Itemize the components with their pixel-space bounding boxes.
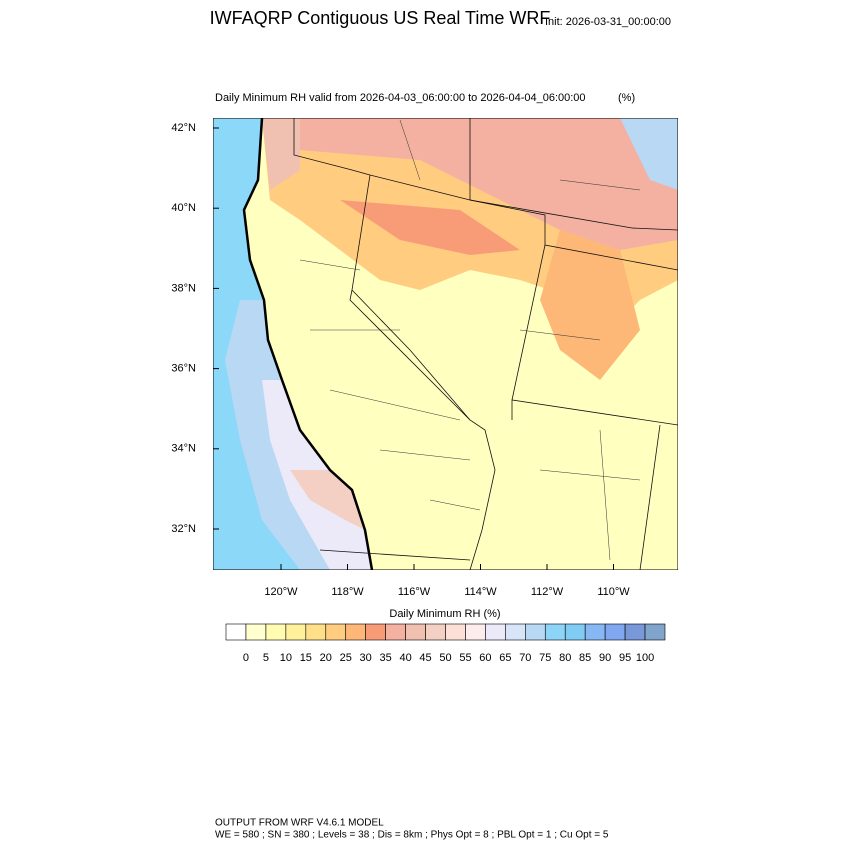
colorbar-swatch (485, 623, 506, 641)
colorbar-label: 70 (519, 652, 531, 664)
colorbar-label: 100 (636, 652, 654, 664)
colorbar-swatch (325, 623, 347, 641)
colorbar-label: 45 (419, 652, 431, 664)
colorbar-swatch (644, 623, 666, 641)
map (213, 118, 678, 570)
lat-labels: 42°N 40°N 38°N 36°N 34°N 32°N (171, 122, 219, 535)
colorbar-label: 85 (579, 652, 591, 664)
colorbar-swatch (505, 623, 526, 641)
colorbar-label: 95 (619, 652, 631, 664)
colorbar-swatch (425, 623, 446, 641)
units: (%) (618, 92, 635, 104)
colorbar-swatch (405, 623, 426, 641)
colorbar-swatch (544, 623, 566, 641)
colorbar-label: 40 (399, 652, 411, 664)
colorbar-label: 30 (360, 652, 372, 664)
lat-label: 42°N (171, 122, 196, 134)
colorbar-swatch (465, 623, 486, 641)
colorbar-swatch (525, 623, 546, 641)
lon-label: 118°W (331, 586, 364, 598)
init-time: Init: 2026-03-31_00:00:00 (545, 16, 671, 28)
lat-label: 36°N (171, 363, 196, 375)
lon-label: 112°W (531, 586, 564, 598)
lon-label: 116°W (398, 586, 431, 598)
colorbar-swatch (445, 623, 466, 641)
colorbar-swatch (385, 623, 406, 641)
colorbar-label: 90 (599, 652, 611, 664)
subtitle: Daily Minimum RH valid from 2026-04-03_0… (215, 92, 586, 104)
colorbar-label: 15 (300, 652, 312, 664)
colorbar-label: 65 (499, 652, 511, 664)
colorbar-label: 35 (380, 652, 392, 664)
colorbar-label: 75 (539, 652, 551, 664)
colorbar-label: 60 (479, 652, 491, 664)
colorbar-swatch (265, 623, 287, 641)
colorbar-label: 20 (320, 652, 332, 664)
colorbar-title: Daily Minimum RH (%) (389, 608, 500, 620)
colorbar-swatch (564, 623, 586, 641)
colorbar-label: 55 (459, 652, 471, 664)
colorbar-swatch (225, 623, 247, 641)
colorbar-label: 25 (340, 652, 352, 664)
colorbar-swatch (365, 623, 386, 641)
lat-label: 34°N (171, 443, 196, 455)
lon-label: 110°W (597, 586, 630, 598)
lat-label: 40°N (171, 202, 196, 214)
lon-labels: 120°W 118°W 116°W 114°W 112°W 110°W (264, 564, 630, 598)
colorbar-label: 5 (263, 652, 269, 664)
title: IWFAQRP Contiguous US Real Time WRF (210, 8, 551, 28)
colorbar-label: 0 (243, 652, 249, 664)
footer-line: WE = 580 ; SN = 380 ; Levels = 38 ; Dis … (215, 830, 609, 841)
colorbar-swatch (245, 623, 267, 641)
colorbar-swatch (584, 623, 606, 641)
lat-label: 38°N (171, 282, 196, 294)
colorbar-label: 10 (280, 652, 292, 664)
colorbar-label: 50 (439, 652, 451, 664)
colorbar-swatch (624, 623, 646, 641)
colorbar-swatch (285, 623, 307, 641)
lon-label: 114°W (464, 586, 497, 598)
footer-line: OUTPUT FROM WRF V4.6.1 MODEL (215, 818, 384, 829)
colorbar-swatch (305, 623, 327, 641)
colorbar: 0 5 10 15 20 25 30 35 40 45 50 55 60 65 70 75 80 85 90 95 10… (225, 623, 666, 664)
lat-label: 32°N (171, 523, 196, 535)
colorbar-label: 80 (559, 652, 571, 664)
lon-label: 120°W (264, 586, 298, 598)
colorbar-swatch (604, 623, 626, 641)
colorbar-swatch (345, 623, 366, 641)
